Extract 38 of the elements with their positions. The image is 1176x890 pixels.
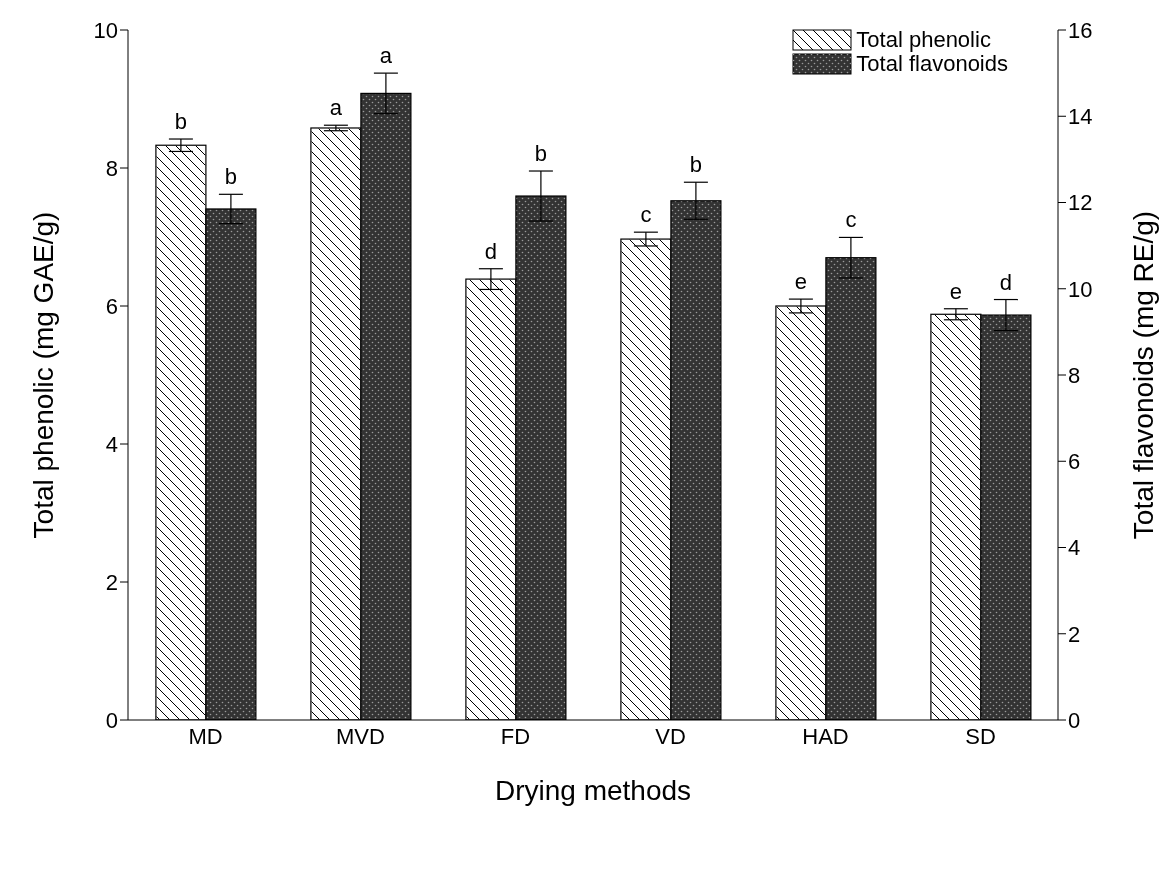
x-tick-label: VD — [655, 723, 686, 749]
y-tick-label: 8 — [105, 155, 118, 181]
y-axis-title: Total phenolic (mg GAE/g) — [27, 211, 59, 539]
y2-tick-label: 2 — [1068, 621, 1081, 647]
data-label: b — [174, 109, 188, 135]
data-label: d — [484, 238, 498, 264]
x-tick-label: HAD — [802, 723, 849, 749]
x-tick-label: SD — [965, 723, 996, 749]
data-label: b — [689, 152, 703, 178]
x-tick-label: FD — [500, 723, 531, 749]
data-label: b — [534, 141, 548, 167]
y2-axis-title: Total flavonoids (mg RE/g) — [1127, 210, 1159, 540]
data-label: e — [794, 269, 808, 295]
data-label: e — [949, 278, 963, 304]
y-tick-label: 2 — [105, 569, 118, 595]
legend-label: Total flavonoids — [856, 51, 1008, 76]
x-axis-title: Drying methods — [494, 775, 692, 806]
y2-tick-label: 8 — [1068, 362, 1081, 388]
y-tick-label: 10 — [93, 17, 118, 43]
y2-tick-label: 12 — [1068, 190, 1093, 216]
y2-tick-label: 10 — [1068, 276, 1093, 302]
legend-label: Total phenolic — [856, 27, 991, 52]
y-tick-label: 0 — [105, 707, 118, 733]
data-label: a — [379, 43, 393, 69]
y2-tick-label: 16 — [1068, 17, 1093, 43]
data-label: b — [224, 164, 238, 190]
data-label: a — [329, 95, 343, 121]
data-label: c — [845, 207, 857, 233]
data-label: c — [640, 202, 652, 228]
data-label: d — [999, 269, 1013, 295]
y2-tick-label: 4 — [1068, 535, 1081, 561]
y-tick-label: 6 — [105, 293, 118, 319]
y2-tick-label: 14 — [1068, 104, 1093, 130]
y2-tick-label: 6 — [1068, 449, 1081, 475]
y-tick-label: 4 — [105, 431, 118, 457]
x-tick-label: MD — [188, 723, 223, 749]
x-tick-label: MVD — [336, 723, 385, 749]
y2-tick-label: 0 — [1068, 707, 1081, 733]
